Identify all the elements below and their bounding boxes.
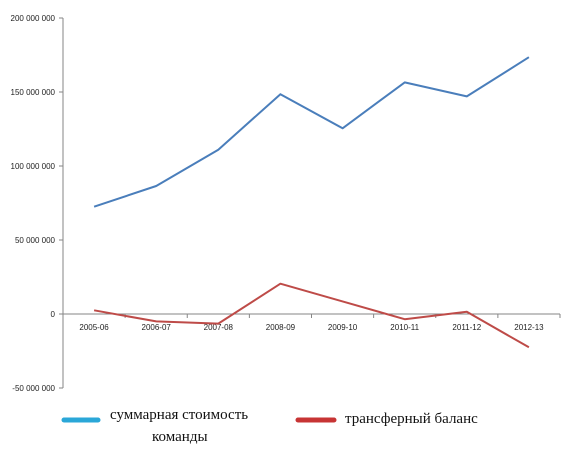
y-tick-label: 200 000 000 — [11, 14, 56, 23]
legend-label-total-value-line2: команды — [152, 429, 208, 445]
y-tick-label: 100 000 000 — [11, 162, 56, 171]
x-tick-label: 2005-06 — [79, 323, 109, 332]
x-tick-label: 2008-09 — [266, 323, 296, 332]
series-line-total-value — [93, 56, 530, 208]
axes — [62, 18, 560, 388]
y-tick-label: 50 000 000 — [15, 236, 56, 245]
series-line-transfer-balance — [93, 282, 530, 349]
x-tick-label: 2006-07 — [142, 323, 172, 332]
y-tick-label: 150 000 000 — [11, 88, 56, 97]
y-tick-label: -50 000 000 — [12, 384, 55, 393]
x-tick-label: 2010-11 — [390, 323, 419, 332]
x-tick-label: 2007-08 — [204, 323, 234, 332]
x-tick-label: 2009-10 — [328, 323, 358, 332]
x-axis-ticks: 2005-06 2006-07 2007-08 2008-09 2009-10 2010-… — [62, 314, 561, 332]
x-tick-label: 2011-12 — [452, 323, 481, 332]
legend: суммарная стоимость команды трансферный … — [61, 407, 478, 445]
y-tick-label: 0 — [51, 310, 56, 319]
x-tick-label: 2012-13 — [514, 323, 544, 332]
series-lines — [93, 56, 530, 349]
y-axis-ticks: 200 000 000 150 000 000 100 000 000 50 000 … — [11, 14, 63, 393]
legend-label-total-value-line1: суммарная стоимость — [110, 407, 248, 423]
legend-label-transfer-balance: трансферный баланс — [345, 411, 478, 427]
